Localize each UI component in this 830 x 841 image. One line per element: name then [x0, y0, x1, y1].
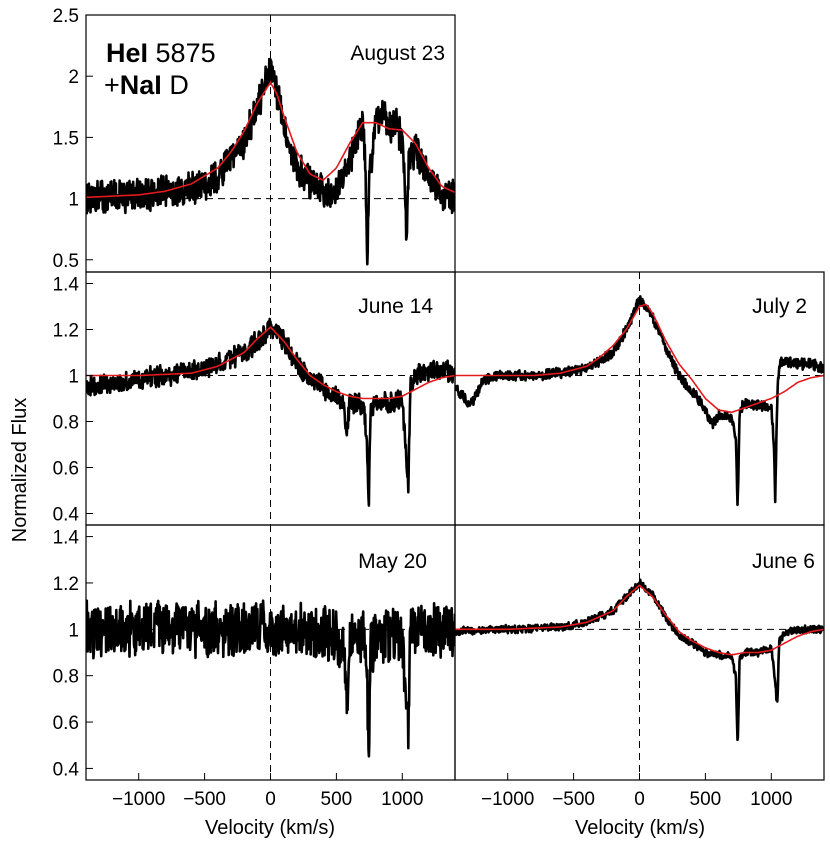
y-tick-label: 0.8: [53, 667, 79, 688]
y-tick-label: 0.8: [53, 413, 79, 434]
y-tick-label: 0.4: [53, 505, 80, 526]
x-tick-label: −500: [183, 789, 226, 810]
x-tick-label: −1000: [112, 789, 165, 810]
y-tick-label: 0.6: [53, 713, 79, 734]
y-tick-label: 1.5: [53, 128, 79, 149]
observed-spectrum-line: [86, 317, 455, 507]
x-axis-label-left: Velocity (km/s): [205, 817, 335, 839]
model-fit-line: [86, 326, 455, 400]
y-tick-label: 1.2: [53, 321, 79, 342]
x-tick-label: 500: [690, 789, 722, 810]
model-fit-line: [455, 303, 824, 414]
x-axis-label-right: Velocity (km/s): [575, 817, 705, 839]
y-axis-label: Normalized Flux: [9, 398, 31, 542]
panel-date-label: June 6: [752, 550, 815, 573]
model-fit-line: [86, 80, 455, 199]
x-tick-label: 0: [634, 789, 645, 810]
y-tick-label: 1.2: [53, 574, 79, 595]
y-tick-label: 0.6: [53, 459, 79, 480]
y-tick-label: 1: [68, 367, 79, 388]
x-tick-label: 0: [265, 789, 276, 810]
model-fit-line: [455, 584, 824, 656]
y-tick-label: 1: [68, 190, 79, 211]
x-tick-label: 1000: [381, 789, 423, 810]
y-tick-label: 0.4: [53, 759, 80, 780]
x-tick-label: −500: [552, 789, 595, 810]
observed-spectrum-line: [86, 57, 455, 266]
panel-june-6: −1000 −500 0 500 1000 June 6: [454, 524, 825, 810]
annotation-line-1: HeI 5875: [106, 38, 216, 68]
y-tick-label: 2: [68, 67, 79, 88]
x-tick-label: 1000: [750, 789, 792, 810]
y-tick-label: 2.5: [53, 6, 79, 27]
panel-date-label: June 14: [358, 295, 433, 318]
y-tick-label: 1.4: [53, 275, 80, 296]
panel-date-label: May 20: [358, 550, 427, 573]
x-tick-label: 500: [321, 789, 353, 810]
observed-spectrum-line: [455, 578, 824, 742]
y-tick-label: 1.4: [53, 528, 80, 549]
x-tick-label: −1000: [481, 789, 534, 810]
panel-date-label: August 23: [350, 42, 445, 65]
panel-may-20: 0.4 0.6 0.8 1 1.2 1.4 −1000 −500 0 500 1000 May 20: [53, 524, 456, 810]
y-tick-label: 1: [68, 620, 79, 641]
panel-date-label: July 2: [752, 295, 807, 318]
panel-august-23: 0.5 1 1.5 2 2.5 August 23: [53, 6, 456, 273]
observed-spectrum-line: [86, 599, 455, 758]
y-tick-label: 0.5: [53, 251, 79, 272]
annotation-line-2: +NaI D: [104, 70, 189, 100]
